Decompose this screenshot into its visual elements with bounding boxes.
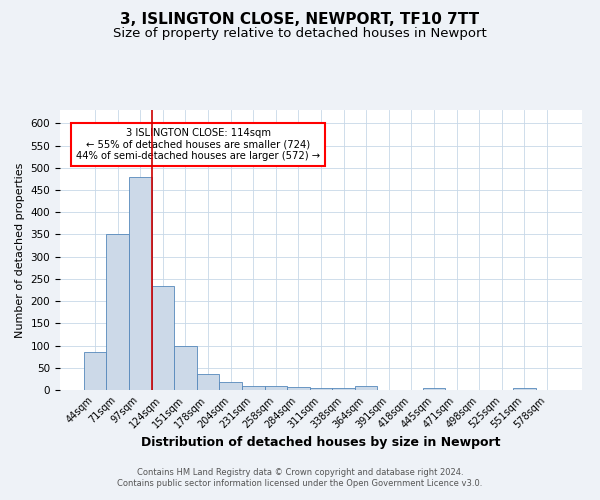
Bar [174,346,197,390]
Text: Distribution of detached houses by size in Newport: Distribution of detached houses by size … [141,436,501,449]
Text: 3 ISLINGTON CLOSE: 114sqm
← 55% of detached houses are smaller (724)
44% of semi: 3 ISLINGTON CLOSE: 114sqm ← 55% of detac… [76,128,320,162]
Bar [242,386,265,390]
Bar [220,382,242,390]
Bar [129,176,152,390]
Y-axis label: Number of detached properties: Number of detached properties [15,162,25,338]
Text: 3, ISLINGTON CLOSE, NEWPORT, TF10 7TT: 3, ISLINGTON CLOSE, NEWPORT, TF10 7TT [121,12,479,28]
Bar [265,386,287,390]
Bar [332,388,355,390]
Text: Contains HM Land Registry data © Crown copyright and database right 2024.
Contai: Contains HM Land Registry data © Crown c… [118,468,482,487]
Bar [84,352,106,390]
Bar [310,388,332,390]
Bar [287,388,310,390]
Bar [152,286,174,390]
Text: Size of property relative to detached houses in Newport: Size of property relative to detached ho… [113,28,487,40]
Bar [422,388,445,390]
Bar [197,374,220,390]
Bar [513,388,536,390]
Bar [355,386,377,390]
Bar [106,234,129,390]
